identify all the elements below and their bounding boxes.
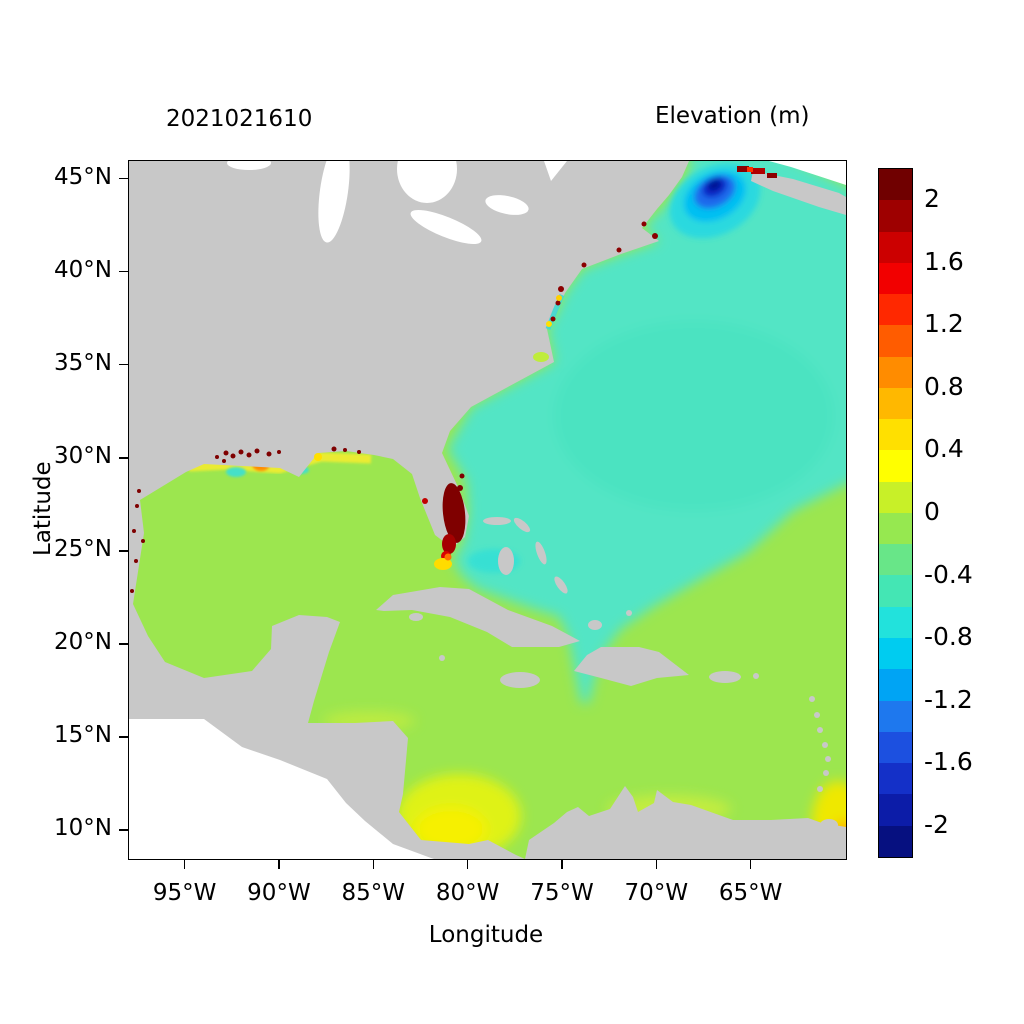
plot-frame [128,160,847,860]
x-axis-tick-label: 65°W [718,880,783,906]
run-timestamp-title: 2021021610 [166,106,313,132]
y-axis-tick-mark [119,829,128,831]
colorbar-segment [879,325,912,357]
colorbar-segment [879,825,912,857]
colorbar-segment [879,637,912,670]
cuba [376,587,580,647]
y-axis-tick-label: 40°N [54,256,112,283]
elevation-map [129,161,846,859]
x-axis-label: Longitude [428,922,544,948]
puerto-rico [709,671,741,683]
no-data-regions [129,161,846,859]
colorbar-tick-label: 0.8 [924,371,964,401]
x-axis-tick-mark [561,860,563,869]
colorbar-segment [879,669,912,701]
pacific-no-data [129,719,434,859]
x-axis-tick-label: 70°W [624,880,689,906]
y-axis-tick-mark [119,363,128,366]
colorbar-segment [879,700,912,732]
colorbar-tick-label: 1.6 [924,246,964,276]
x-axis-tick-label: 95°W [152,880,217,906]
mexico-coast-specks [130,489,145,593]
colorbar-segment [879,294,912,326]
jamaica [500,672,540,688]
y-axis-tick-mark [119,270,128,273]
colorbar-segment [879,356,912,388]
colorbar-segment [879,450,912,482]
nova-scotia-red-streak [737,166,777,178]
colorbar-segment [879,794,912,826]
east-coast-specks [533,221,658,362]
colorbar-tick-label: -1.2 [924,684,973,714]
x-axis-tick-mark [183,860,186,869]
y-axis-tick-label: 10°N [54,815,112,842]
colorbar-tick-label: -2 [924,809,949,839]
st-lawrence [544,161,567,181]
x-axis-tick-mark [372,860,375,869]
top-right-no-data [769,161,846,185]
caribbean-islands [376,517,838,831]
colorbar-segment [879,169,912,201]
y-axis-tick-label: 20°N [54,628,112,655]
y-axis-tick-label: 25°N [54,535,112,562]
y-axis-tick-label: 30°N [54,442,112,469]
y-axis-tick-label: 45°N [54,163,112,190]
y-axis-tick-label: 15°N [54,722,112,748]
ocean-atlantic-teal-region [447,161,846,703]
y-axis-tick-mark [119,550,128,552]
colorbar-tick-label: -1.6 [924,747,973,777]
colorbar-segment [879,544,912,576]
gulf-coast-darkred-specks [215,446,361,463]
colorbar-tick-label: 0.4 [924,434,964,464]
y-axis-tick-mark [119,643,128,645]
x-axis-tick-label: 75°W [530,880,594,906]
colorbar-tick-label: 2 [924,184,940,214]
fundy-negative-anomaly [669,163,761,239]
x-axis-tick-label: 90°W [247,880,311,906]
y-axis-tick-label: 35°N [54,349,112,376]
x-axis-tick-mark [749,860,752,869]
colorbar-segment [879,387,912,420]
florida-darkred-hotspot [442,483,466,543]
x-axis-tick-mark [278,860,280,869]
colorbar-title: Elevation (m) [655,103,810,129]
colorbar-segment [879,575,912,607]
lake-michigan [318,161,350,243]
colorbar-segment [879,731,912,764]
colorbar-segment [879,512,912,545]
colorbar-segment [879,763,912,795]
colorbar-segment [879,231,912,263]
lake-erie [410,210,482,244]
x-axis-tick-mark [655,860,658,869]
colorbar-segment [879,200,912,232]
land-north-central-america [129,161,689,859]
land-nova-scotia [751,171,846,215]
colorbar-tick-label: 1.2 [924,309,964,339]
hispaniola [574,647,689,686]
land-south-america [525,786,846,859]
x-axis-tick-label: 85°W [341,880,406,906]
colorbar-tick-label: -0.4 [924,559,973,589]
colorbar-tick-label: -0.8 [924,622,973,652]
lake-superior-sliver [227,161,271,170]
coastal-surge-hotspots [130,166,777,593]
x-axis-tick-label: 80°W [435,880,500,906]
lake-ontario [485,195,529,215]
y-axis-tick-mark [119,736,128,738]
colorbar-tick-label: 0 [924,497,940,526]
colorbar-segment [879,606,912,638]
x-axis-tick-mark [466,860,469,869]
colorbar-segment [879,419,912,451]
y-axis-tick-mark [119,177,128,180]
colorbar-segment [879,481,912,513]
colorbar [878,168,913,858]
lake-huron [397,161,457,203]
colorbar-segments [879,169,912,857]
colorbar-segment [879,262,912,295]
trinidad [820,819,838,831]
y-axis-tick-mark [119,457,128,459]
